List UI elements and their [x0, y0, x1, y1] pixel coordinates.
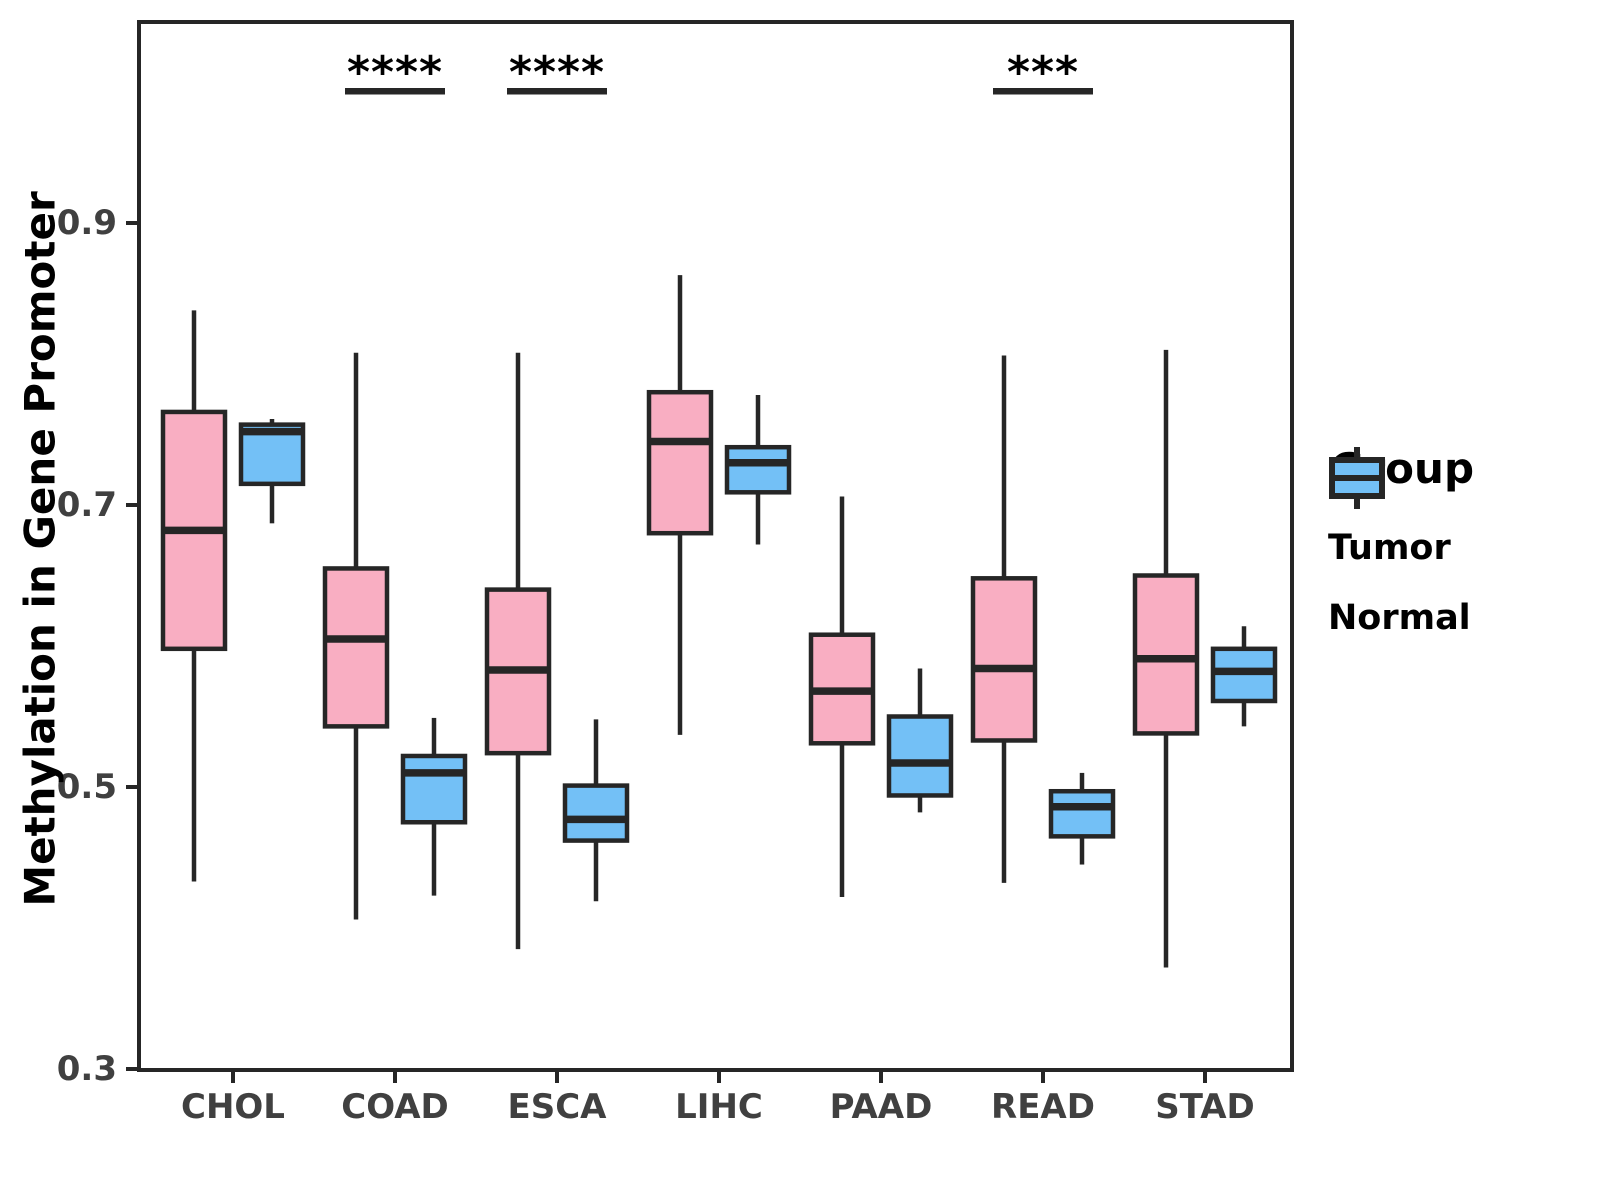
legend-label-tumor: Tumor [1328, 528, 1451, 568]
x-tick-label-chol: CHOL [181, 1087, 285, 1127]
y-tick-label: 0.3 [57, 1049, 117, 1089]
normal-legend-key-icon [1329, 447, 1385, 509]
y-tick-label: 0.7 [57, 485, 117, 525]
x-tick-label-lihc: LIHC [675, 1087, 763, 1127]
box-read-normal [1048, 788, 1116, 839]
y-axis-title: Methylation in Gene Promoter [15, 191, 65, 907]
box-esca-normal [562, 783, 630, 843]
significance-bar-read [993, 88, 1093, 95]
box-coad-normal [400, 753, 468, 825]
significance-stars-read: *** [1007, 47, 1079, 98]
y-tick-label: 0.5 [57, 767, 117, 807]
box-stad-tumor [1132, 573, 1200, 736]
box-read-tumor [970, 576, 1038, 743]
significance-bar-esca [507, 88, 607, 95]
x-tick-label-stad: STAD [1155, 1087, 1255, 1127]
significance-stars-esca: **** [509, 47, 605, 98]
x-tick-label-read: READ [991, 1087, 1095, 1127]
significance-stars-coad: **** [347, 47, 443, 98]
y-tick-label: 0.9 [57, 203, 117, 243]
legend-item-normal: Normal [1328, 447, 1474, 653]
box-lihc-normal [724, 444, 792, 495]
x-tick-label-coad: COAD [341, 1087, 448, 1127]
x-tick-label-esca: ESCA [508, 1087, 608, 1127]
box-coad-tumor [322, 566, 390, 729]
panel-border [137, 20, 1294, 1072]
box-paad-normal [886, 714, 954, 798]
box-lihc-tumor [646, 389, 714, 536]
legend: Group Tumor Normal [1328, 444, 1474, 653]
legend-label-normal: Normal [1328, 598, 1471, 638]
x-tick-label-paad: PAAD [830, 1087, 933, 1127]
significance-bar-coad [345, 88, 445, 95]
legend-item-tumor: Tumor [1328, 447, 1474, 583]
